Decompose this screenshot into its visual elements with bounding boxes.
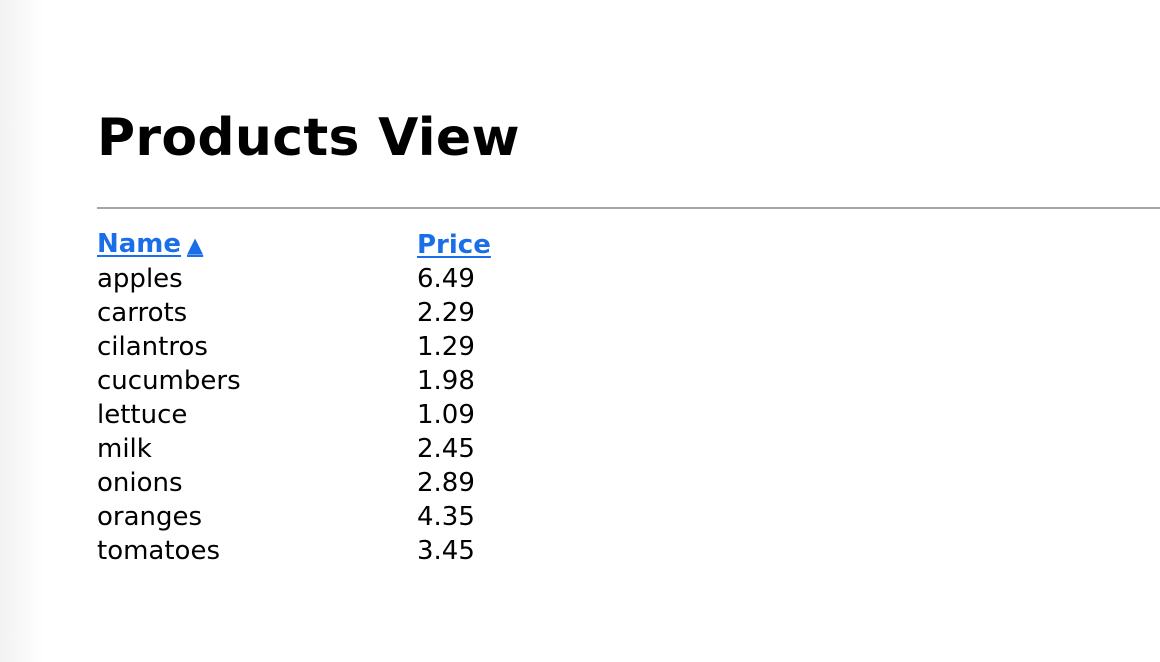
product-price-cell: 6.49	[417, 264, 475, 294]
sort-by-price-link[interactable]: Price	[417, 229, 491, 260]
product-name-cell: cilantros	[97, 332, 208, 362]
table-row: lettuce 1.09	[97, 398, 491, 432]
product-price-cell: 1.98	[417, 366, 475, 396]
table-row: milk 2.45	[97, 432, 491, 466]
sort-by-name-link[interactable]: Name ▲	[97, 229, 203, 259]
sort-ascending-icon: ▲	[187, 233, 204, 257]
product-name-cell: oranges	[97, 502, 203, 532]
table-row: oranges 4.35	[97, 500, 491, 534]
product-price-cell: 3.45	[417, 536, 475, 566]
product-price-cell: 2.29	[417, 298, 475, 328]
table-header-row: Name ▲ Price	[97, 227, 491, 262]
product-price-cell: 2.45	[417, 434, 475, 464]
page-content: Products View Name ▲ Price apples 6.49 ca…	[97, 0, 1160, 662]
product-name-cell: milk	[97, 434, 152, 464]
product-price-cell: 1.29	[417, 332, 475, 362]
product-price-cell: 2.89	[417, 468, 475, 498]
product-name-cell: carrots	[97, 298, 188, 328]
table-row: apples 6.49	[97, 262, 491, 296]
product-price-cell: 1.09	[417, 400, 475, 430]
name-column-header: Name ▲	[97, 227, 417, 262]
product-name-cell: apples	[97, 264, 183, 294]
product-name-cell: tomatoes	[97, 536, 221, 566]
product-name-cell: cucumbers	[97, 366, 241, 396]
product-name-cell: onions	[97, 468, 183, 498]
products-table: Name ▲ Price apples 6.49 carrots 2.29 cil…	[97, 227, 491, 568]
product-price-cell: 4.35	[417, 502, 475, 532]
price-column-header: Price	[417, 227, 491, 262]
product-name-cell: lettuce	[97, 400, 188, 430]
header-divider	[97, 207, 1160, 209]
table-row: cucumbers 1.98	[97, 364, 491, 398]
window-left-edge	[0, 0, 44, 662]
table-row: carrots 2.29	[97, 296, 491, 330]
name-header-label: Name	[97, 229, 182, 259]
page-title: Products View	[97, 108, 520, 168]
table-row: onions 2.89	[97, 466, 491, 500]
table-row: cilantros 1.29	[97, 330, 491, 364]
table-row: tomatoes 3.45	[97, 534, 491, 568]
